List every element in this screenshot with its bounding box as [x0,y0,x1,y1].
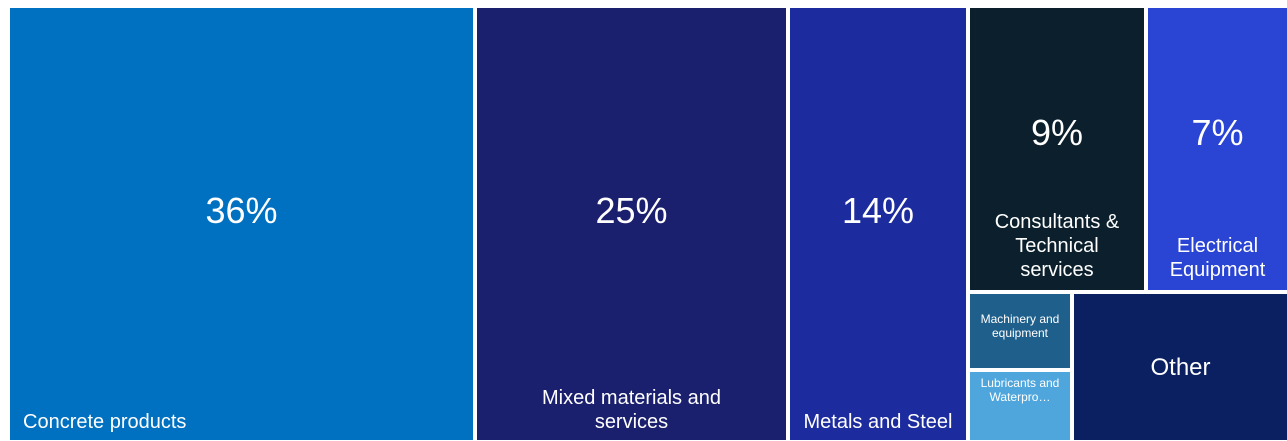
tile-value-label: 14% [841,190,915,231]
tile-category-label: Other [1150,354,1211,381]
treemap-tile: 7% Electrical Equipment [1148,8,1287,290]
tile-category-label: Lubricants and Waterpro… [980,376,1060,405]
tile-category-label: Metals and Steel [803,411,953,433]
treemap-tile: 9% Consultants & Technical services [970,8,1144,290]
treemap-tile: Machinery and equipment [970,294,1070,368]
tile-category-label: Concrete products [23,411,187,433]
tile-category-label: Electrical Equipment [1169,235,1266,281]
tile-category-label: Consultants & Technical services [994,211,1120,281]
tile-value-label: 7% [1191,112,1244,153]
tile-value-label: 36% [205,190,278,231]
treemap-tile: 25% Mixed materials and services [477,8,786,440]
treemap-tile: 14% Metals and Steel [790,8,966,440]
treemap-tile: Lubricants and Waterpro… [970,372,1070,440]
treemap-tile: 36% Concrete products [10,8,473,440]
tile-category-label: Mixed materials and services [542,387,721,433]
tile-value-label: 9% [1030,112,1084,153]
treemap-tile: Other [1074,294,1287,440]
tile-value-label: 25% [595,190,668,231]
tile-category-label: Machinery and equipment [980,312,1060,341]
